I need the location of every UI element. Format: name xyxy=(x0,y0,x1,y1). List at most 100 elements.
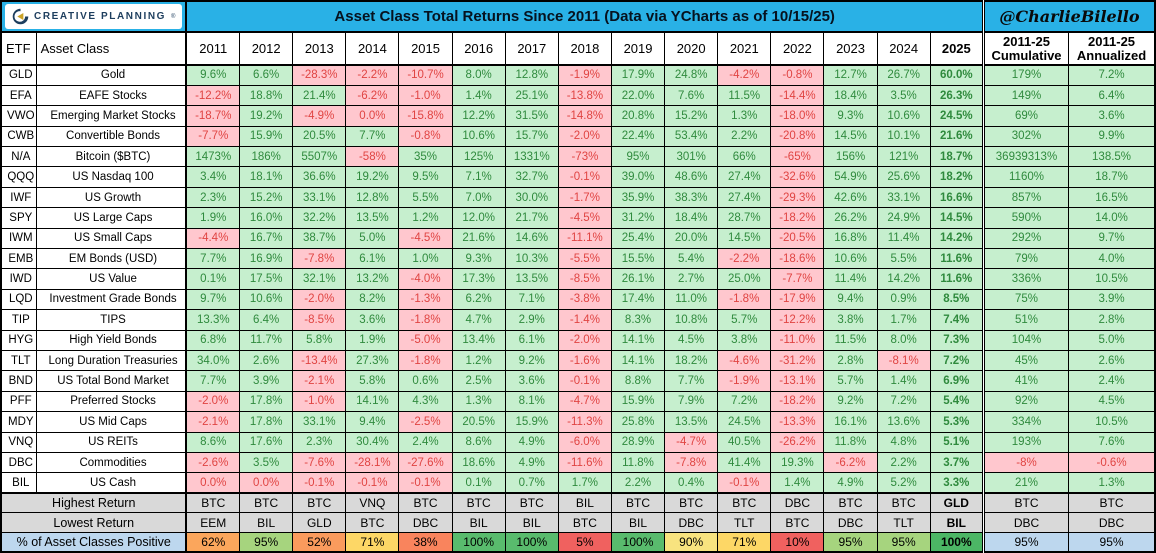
return-cell-2016: 7.1% xyxy=(451,166,506,188)
logo-registered-mark: ® xyxy=(171,13,176,20)
lowest-return-2021: TLT xyxy=(717,512,772,533)
year-header-2013: 2013 xyxy=(292,31,347,66)
return-cell-2018: -1.9% xyxy=(557,64,612,86)
return-cell-2023: 16.1% xyxy=(823,411,878,433)
annualized-return-cell: 18.7% xyxy=(1068,166,1156,188)
return-cell-2024: 4.8% xyxy=(876,431,931,453)
etf-ticker: LQD xyxy=(0,288,37,311)
year-header-2020: 2020 xyxy=(664,31,719,66)
return-cell-2021: -1.8% xyxy=(717,288,772,311)
return-cell-2011: -18.7% xyxy=(185,105,241,127)
return-cell-2014: 12.8% xyxy=(345,186,400,209)
return-cell-2022: -32.6% xyxy=(770,166,825,188)
highest-return-annualized: BTC xyxy=(1068,492,1156,514)
lowest-return-2015: DBC xyxy=(398,512,453,533)
return-cell-2012: 10.6% xyxy=(239,288,294,311)
return-cell-2025: 5.3% xyxy=(929,411,984,433)
return-cell-2015: 4.3% xyxy=(398,390,453,413)
cumulative-return-cell: 179% xyxy=(981,64,1070,86)
table-row-DBC: DBC Commodities -2.6% 3.5% -7.6% -28.1% -27.6%… xyxy=(0,451,1156,474)
table-row-IWM: IWM US Small Caps -4.4% 16.7% 38.7% 5.0% -4.5%… xyxy=(0,227,1156,250)
highest-return-2018: BIL xyxy=(557,492,612,514)
annualized-return-cell: 7.6% xyxy=(1068,431,1156,453)
return-cell-2014: 9.4% xyxy=(345,411,400,433)
return-cell-2017: 4.9% xyxy=(504,451,559,474)
return-cell-2020: 48.6% xyxy=(664,166,719,188)
return-cell-2024: 2.2% xyxy=(876,451,931,474)
return-cell-2015: -4.0% xyxy=(398,268,453,290)
page-title: Asset Class Total Returns Since 2011 (Da… xyxy=(185,0,984,33)
return-cell-2024: 0.9% xyxy=(876,288,931,311)
cumulative-return-cell: 292% xyxy=(981,227,1070,250)
lowest-return-2017: BIL xyxy=(504,512,559,533)
return-cell-2017: 1331% xyxy=(504,146,559,168)
return-cell-2022: -17.9% xyxy=(770,288,825,311)
return-cell-2023: 9.3% xyxy=(823,105,878,127)
table-row-LQD: LQD Investment Grade Bonds 9.7% 10.6% -2.0% 8… xyxy=(0,288,1156,311)
asset-class-name: TIPS xyxy=(35,309,187,331)
return-cell-2015: -5.0% xyxy=(398,329,453,351)
return-cell-2022: 19.3% xyxy=(770,451,825,474)
return-cell-2011: 7.7% xyxy=(185,370,241,392)
return-cell-2024: 25.6% xyxy=(876,166,931,188)
return-cell-2020: 0.4% xyxy=(664,472,719,494)
cumulative-return-cell: 334% xyxy=(981,411,1070,433)
return-cell-2014: -6.2% xyxy=(345,84,400,107)
return-cell-2018: -4.5% xyxy=(557,207,612,229)
return-cell-2024: 26.7% xyxy=(876,64,931,86)
return-cell-2021: -4.6% xyxy=(717,349,772,372)
return-cell-2013: -2.1% xyxy=(292,370,347,392)
return-cell-2011: -2.6% xyxy=(185,451,241,474)
return-cell-2018: -5.5% xyxy=(557,248,612,270)
cumulative-return-cell: 75% xyxy=(981,288,1070,311)
table-row-EMB: EMB EM Bonds (USD) 7.7% 16.9% -7.8% 6.1% 1.0% 9… xyxy=(0,248,1156,270)
return-cell-2015: 1.0% xyxy=(398,248,453,270)
table-row-BIL: BIL US Cash 0.0% 0.0% -0.1% -0.1% -0.1% 0.1% 0.7… xyxy=(0,472,1156,494)
return-cell-2012: 3.9% xyxy=(239,370,294,392)
return-cell-2025: 5.4% xyxy=(929,390,984,413)
etf-ticker: MDY xyxy=(0,411,37,433)
return-cell-2021: 27.4% xyxy=(717,166,772,188)
year-header-2018: 2018 xyxy=(557,31,612,66)
return-cell-2023: 2.8% xyxy=(823,349,878,372)
return-cell-2025: 24.5% xyxy=(929,105,984,127)
table-row-SPY: SPY US Large Caps 1.9% 16.0% 32.2% 13.5% 1.2% 1… xyxy=(0,207,1156,229)
return-cell-2019: 11.8% xyxy=(610,451,666,474)
return-cell-2025: 3.7% xyxy=(929,451,984,474)
return-cell-2020: 13.5% xyxy=(664,411,719,433)
table-row-NA: N/A Bitcoin ($BTC) 1473% 186% 5507% -58% 35% 12… xyxy=(0,146,1156,168)
etf-ticker: BIL xyxy=(0,472,37,494)
percent-positive-2024: 95% xyxy=(876,531,931,553)
return-cell-2018: -14.8% xyxy=(557,105,612,127)
highest-return-2014: VNQ xyxy=(345,492,400,514)
etf-ticker: PFF xyxy=(0,390,37,413)
return-cell-2020: 24.8% xyxy=(664,64,719,86)
annualized-return-cell: 9.7% xyxy=(1068,227,1156,250)
return-cell-2023: 42.6% xyxy=(823,186,878,209)
year-header-2024: 2024 xyxy=(876,31,931,66)
return-cell-2019: 2.2% xyxy=(610,472,666,494)
asset-class-name: Gold xyxy=(35,64,187,86)
return-cell-2025: 7.2% xyxy=(929,349,984,372)
return-cell-2019: 14.1% xyxy=(610,349,666,372)
return-cell-2023: -6.2% xyxy=(823,451,878,474)
percent-positive-2017: 100% xyxy=(504,531,559,553)
return-cell-2017: 9.2% xyxy=(504,349,559,372)
year-header-2016: 2016 xyxy=(451,31,506,66)
return-cell-2016: 4.7% xyxy=(451,309,506,331)
return-cell-2019: 25.8% xyxy=(610,411,666,433)
etf-column-header: ETF xyxy=(0,31,37,66)
return-cell-2025: 18.2% xyxy=(929,166,984,188)
return-cell-2011: 2.3% xyxy=(185,186,241,209)
cumulative-return-cell: 41% xyxy=(981,370,1070,392)
return-cell-2013: -2.0% xyxy=(292,288,347,311)
year-header-2021: 2021 xyxy=(717,31,772,66)
return-cell-2014: 3.6% xyxy=(345,309,400,331)
etf-ticker: QQQ xyxy=(0,166,37,188)
return-cell-2019: 8.3% xyxy=(610,309,666,331)
return-cell-2016: 17.3% xyxy=(451,268,506,290)
return-cell-2017: 12.8% xyxy=(504,64,559,86)
return-cell-2022: -13.1% xyxy=(770,370,825,392)
table-row-PFF: PFF Preferred Stocks -2.0% 17.8% -1.0% 14.1% 4… xyxy=(0,390,1156,413)
